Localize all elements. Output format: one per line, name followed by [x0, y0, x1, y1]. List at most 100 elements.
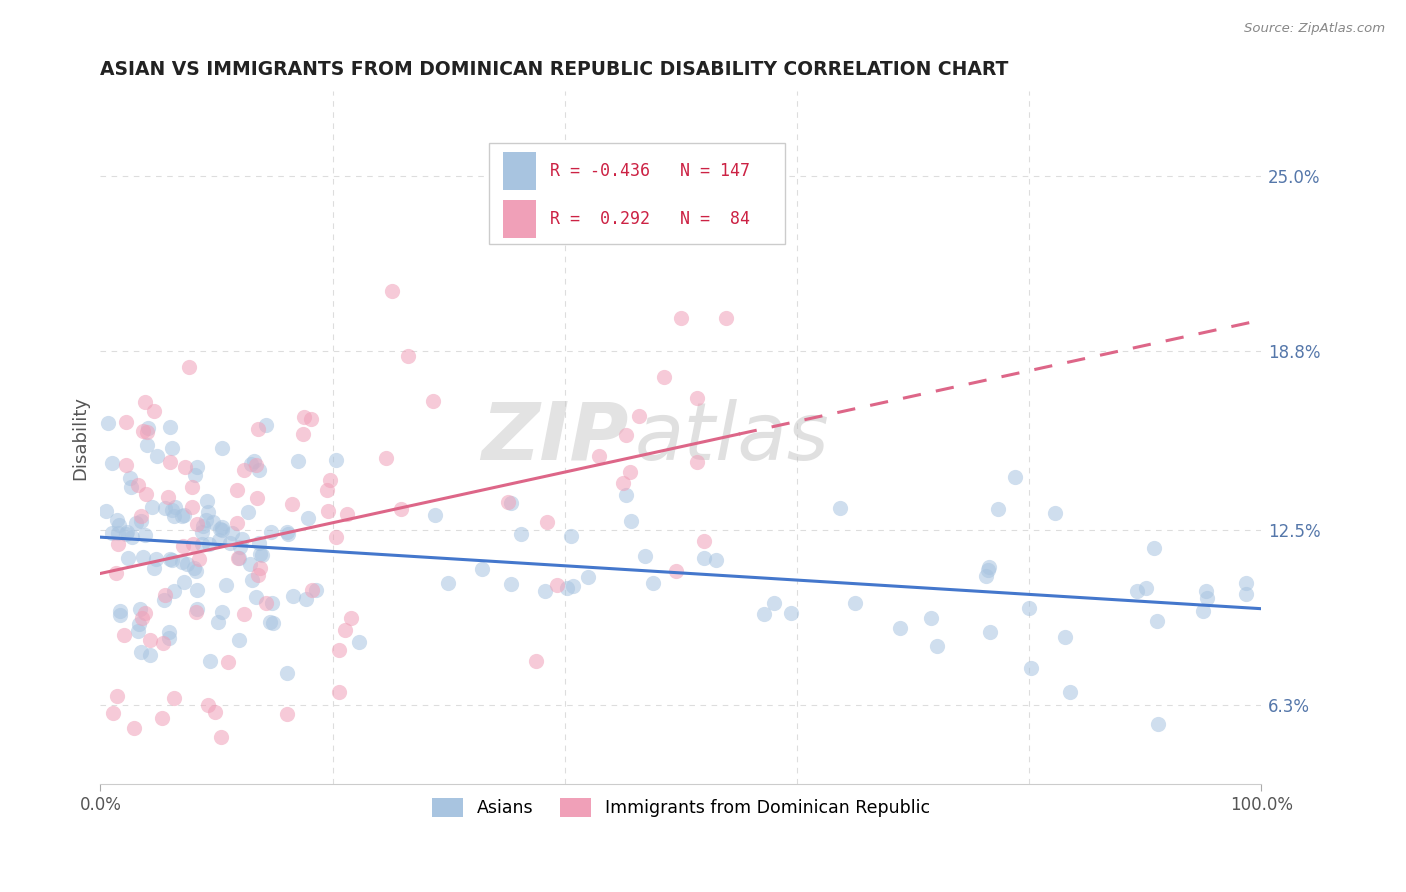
Bar	[503, 200, 536, 237]
Point	[115, 525, 138, 540]
Point	[562, 579, 585, 593]
Point	[375, 451, 398, 466]
Point	[100, 525, 122, 540]
Point	[499, 577, 522, 591]
Point	[546, 578, 568, 592]
Point	[163, 583, 186, 598]
Point	[754, 607, 776, 622]
Point	[105, 690, 128, 704]
Point	[830, 500, 852, 515]
Point	[211, 523, 233, 537]
Point	[211, 441, 233, 455]
Point	[135, 486, 157, 500]
Point	[471, 562, 494, 576]
Point	[115, 458, 138, 473]
Point	[134, 606, 156, 620]
Point	[292, 410, 315, 425]
Point	[197, 698, 219, 713]
Point	[129, 645, 152, 659]
Point	[328, 642, 350, 657]
Point	[183, 561, 205, 575]
Point	[159, 551, 181, 566]
Point	[686, 455, 709, 469]
Point	[325, 453, 347, 467]
Point	[281, 589, 304, 603]
Point	[246, 421, 269, 435]
Point	[132, 550, 155, 565]
Point	[198, 654, 221, 668]
Point	[254, 596, 277, 610]
Point	[1146, 615, 1168, 629]
Point	[195, 493, 218, 508]
Point	[243, 454, 266, 468]
Point	[231, 532, 253, 546]
Point	[114, 527, 136, 541]
Point	[287, 454, 309, 468]
Point	[208, 522, 231, 536]
Point	[211, 520, 233, 534]
Point	[576, 570, 599, 584]
Point	[1195, 584, 1218, 599]
Point	[1019, 661, 1042, 675]
Point	[110, 607, 132, 622]
Point	[163, 509, 186, 524]
Point	[669, 310, 692, 325]
Point	[979, 624, 1001, 639]
Point	[179, 360, 201, 375]
Point	[889, 621, 911, 635]
Point	[157, 631, 180, 645]
Point	[333, 623, 356, 637]
Point	[299, 412, 322, 426]
Point	[294, 591, 316, 606]
Point	[844, 596, 866, 610]
Point	[152, 636, 174, 650]
Point	[201, 515, 224, 529]
Point	[159, 455, 181, 469]
Point	[305, 583, 328, 598]
Point	[496, 495, 519, 509]
Text: R =  0.292   N =  84: R = 0.292 N = 84	[550, 210, 749, 227]
Point	[225, 483, 247, 497]
Point	[291, 426, 314, 441]
Point	[555, 581, 578, 595]
Point	[1043, 507, 1066, 521]
Point	[218, 535, 240, 549]
Text: Source: ZipAtlas.com: Source: ZipAtlas.com	[1244, 22, 1385, 36]
Point	[389, 502, 412, 516]
Point	[340, 611, 363, 625]
Point	[183, 536, 205, 550]
Point	[131, 611, 153, 625]
Point	[107, 526, 129, 541]
Point	[207, 615, 229, 629]
Point	[190, 524, 212, 539]
Point	[276, 525, 298, 540]
Point	[172, 540, 194, 554]
Point	[347, 635, 370, 649]
Point	[132, 424, 155, 438]
Point	[139, 648, 162, 662]
Point	[1234, 575, 1257, 590]
Point	[236, 505, 259, 519]
Point	[186, 583, 208, 598]
Point	[226, 516, 249, 530]
Point	[1192, 604, 1215, 618]
Point	[187, 552, 209, 566]
Point	[281, 497, 304, 511]
Point	[247, 567, 270, 582]
Point	[174, 459, 197, 474]
Point	[1059, 685, 1081, 699]
Point	[297, 511, 319, 525]
Point	[134, 394, 156, 409]
Point	[920, 611, 942, 625]
Point	[254, 417, 277, 432]
Point	[129, 602, 152, 616]
Point	[318, 504, 340, 518]
Point	[162, 441, 184, 455]
Point	[128, 617, 150, 632]
Point	[191, 537, 214, 551]
Y-axis label: Disability: Disability	[72, 396, 89, 480]
Point	[779, 606, 801, 620]
Point	[627, 409, 650, 424]
Point	[176, 557, 198, 571]
Point	[232, 607, 254, 622]
